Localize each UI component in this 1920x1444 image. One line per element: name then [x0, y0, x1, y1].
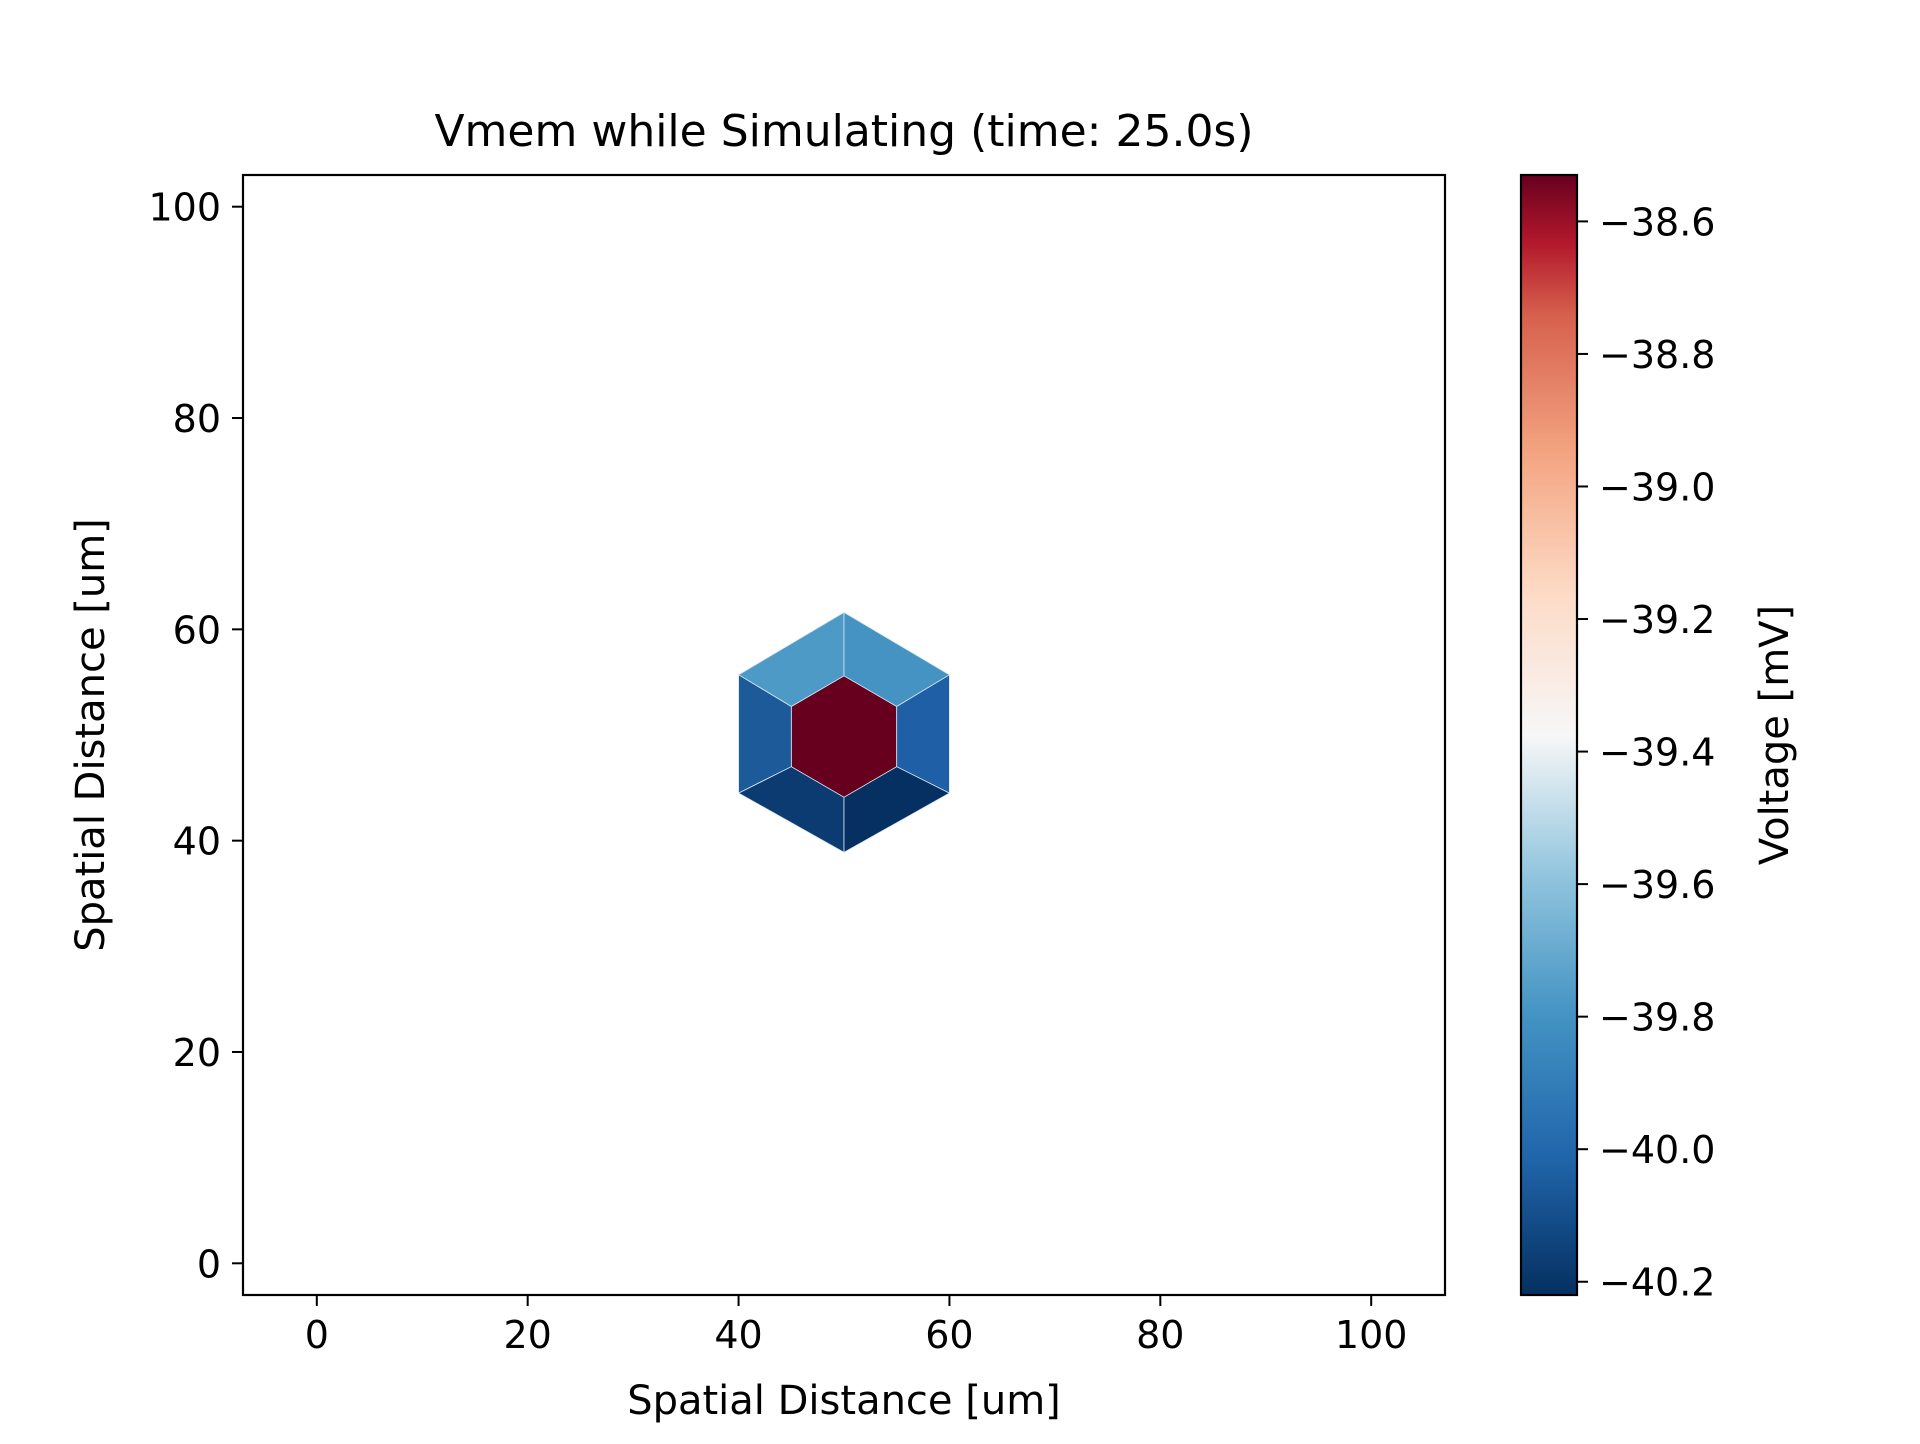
y-tick-label: 0	[197, 1242, 221, 1286]
x-axis-label: Spatial Distance [um]	[627, 1378, 1061, 1424]
colorbar-ticks: −38.6 −38.8 −39.0 −39.2 −39.4 −39.6 −39.8 −40.0…	[1577, 200, 1715, 1305]
x-axis-ticks: 0 20 40 60 80 100	[305, 1295, 1408, 1357]
y-tick-label: 60	[173, 608, 221, 652]
y-axis-ticks: 0 20 40 60 80 100	[148, 186, 243, 1286]
x-tick-label: 20	[504, 1313, 552, 1357]
x-tick-label: 100	[1335, 1313, 1408, 1357]
colorbar	[1519, 173, 1579, 1297]
x-tick-label: 40	[714, 1313, 762, 1357]
colorbar-tick-label: −39.2	[1599, 598, 1715, 642]
colorbar-tick-label: −39.6	[1599, 863, 1715, 907]
y-tick-label: 20	[173, 1031, 221, 1075]
y-tick-label: 80	[173, 397, 221, 441]
colorbar-tick-label: −38.6	[1599, 200, 1715, 244]
chart-title: Vmem while Simulating (time: 25.0s)	[434, 106, 1253, 157]
y-axis-label: Spatial Distance [um]	[68, 518, 114, 952]
cell-bottom-right	[843, 766, 950, 853]
colorbar-tick-label: −40.0	[1599, 1128, 1715, 1172]
x-tick-label: 80	[1136, 1313, 1184, 1357]
y-tick-label: 100	[148, 186, 221, 230]
colorbar-tick-label: −38.8	[1599, 333, 1715, 377]
y-tick-label: 40	[173, 820, 221, 864]
hex-cells	[738, 612, 950, 853]
colorbar-tick-label: −39.4	[1599, 731, 1715, 775]
colorbar-tick-label: −39.0	[1599, 465, 1715, 509]
colorbar-tick-label: −40.2	[1599, 1261, 1715, 1305]
x-tick-label: 60	[925, 1313, 973, 1357]
x-tick-label: 0	[305, 1313, 329, 1357]
plot-frame	[241, 173, 1447, 1297]
colorbar-label: Voltage [mV]	[1752, 605, 1798, 865]
colorbar-tick-label: −39.8	[1599, 996, 1715, 1040]
